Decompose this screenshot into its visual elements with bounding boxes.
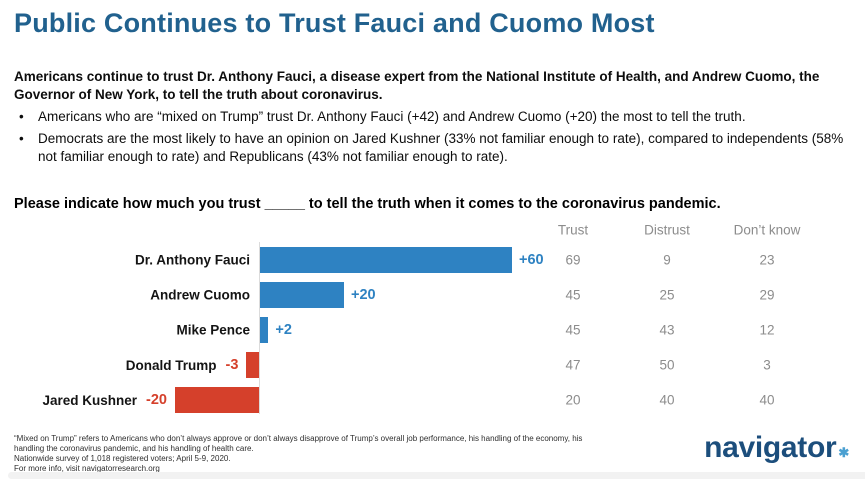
column-header: Trust (557, 222, 589, 238)
bar-value-label: +60 (519, 252, 544, 268)
bar-value-label: -3 (225, 357, 239, 373)
bar-value-label: +20 (351, 287, 376, 303)
table-cell: 20 (565, 392, 581, 408)
footnote-survey-line: Nationwide survey of 1,018 registered vo… (14, 454, 231, 463)
footnote-more-info: For more info, visit navigatorresearch.o… (14, 464, 160, 473)
bullet-item: Americans who are “mixed on Trump” trust… (14, 108, 860, 126)
bar-value-label: -20 (146, 392, 167, 408)
bullet-item: Democrats are the most likely to have an… (14, 130, 860, 166)
table-cell: 12 (759, 322, 775, 338)
bar-positive (260, 282, 344, 308)
row-label-group: Jared Kushner -20 (42, 392, 167, 408)
chart-baseline (259, 242, 260, 414)
table-cell: 40 (659, 392, 675, 408)
bar-positive (260, 317, 269, 343)
footnote-definition: “Mixed on Trump” refers to Americans who… (14, 434, 583, 453)
table-cell: 45 (565, 322, 581, 338)
table-cell: 25 (659, 287, 675, 303)
table-cell: 9 (663, 252, 671, 268)
bar-negative (175, 387, 259, 413)
logo-text: navigator (704, 431, 837, 464)
bar-negative (246, 352, 259, 378)
intro-text: Americans continue to trust Dr. Anthony … (14, 69, 820, 102)
row-name-label: Mike Pence (176, 322, 250, 338)
table-cell: 45 (565, 287, 581, 303)
table-cell: 43 (659, 322, 675, 338)
column-header: Distrust (644, 222, 690, 238)
bar-positive (260, 247, 512, 273)
navigator-logo: navigator ✱ (704, 431, 849, 465)
bullet-list: Americans who are “mixed on Trump” trust… (14, 108, 860, 169)
table-cell: 69 (565, 252, 581, 268)
row-name-label: Jared Kushner (42, 392, 138, 408)
table-cell: 23 (759, 252, 775, 268)
column-header: Don’t know (733, 222, 801, 238)
table-cell: 40 (759, 392, 775, 408)
table-cell: 29 (759, 287, 775, 303)
table-cell: 3 (763, 357, 771, 373)
survey-question: Please indicate how much you trust _____… (14, 196, 721, 212)
row-name-label: Andrew Cuomo (150, 287, 250, 303)
star-icon: ✱ (838, 445, 849, 460)
row-name-label: Dr. Anthony Fauci (134, 252, 250, 268)
table-cell: 47 (565, 357, 581, 373)
row-label-group: Donald Trump -3 (126, 357, 239, 373)
footnote: “Mixed on Trump” refers to Americans who… (14, 434, 614, 474)
bar-value-label: +2 (275, 322, 292, 338)
table-cell: 50 (659, 357, 675, 373)
bottom-edge-strip (8, 472, 865, 479)
row-name-label: Donald Trump (125, 357, 217, 373)
trust-bar-chart: Trust Distrust Don’t know Dr. Anthony Fauci… (0, 215, 865, 429)
page-title: Public Continues to Trust Fauci and Cuom… (14, 8, 655, 38)
